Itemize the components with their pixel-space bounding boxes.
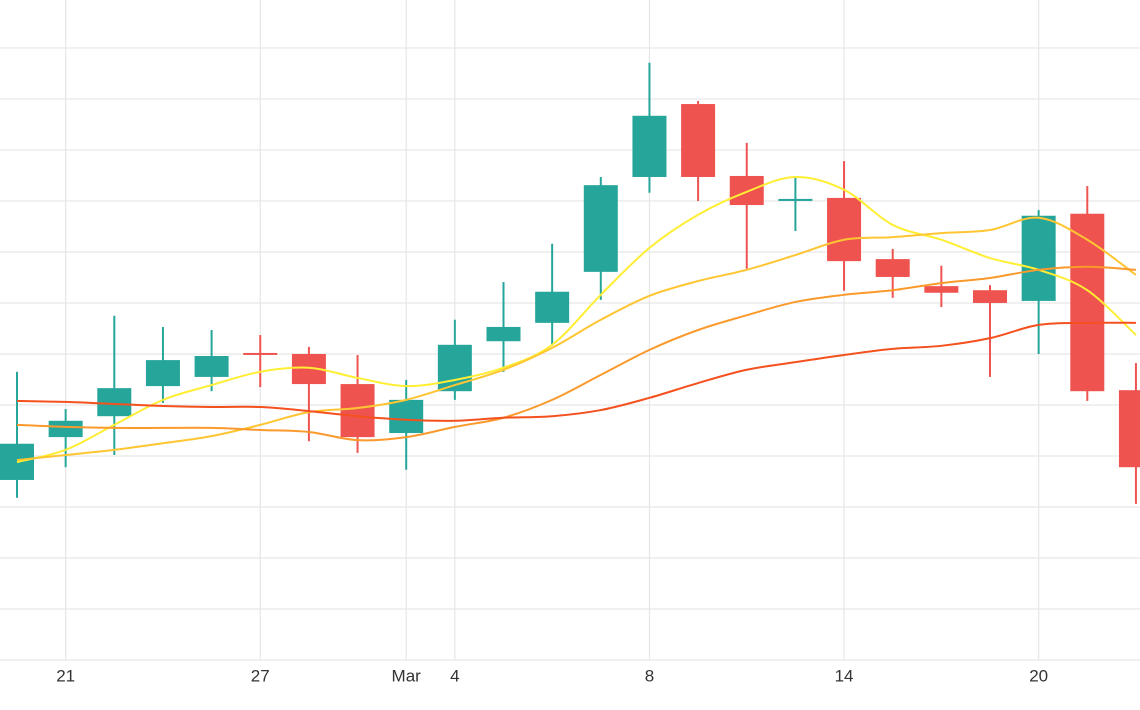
candle-body bbox=[97, 388, 132, 417]
candle-body bbox=[437, 344, 472, 392]
candle-body bbox=[973, 290, 1007, 303]
candle-body bbox=[681, 104, 716, 177]
x-tick-label: 27 bbox=[251, 666, 270, 685]
x-tick-label: 21 bbox=[56, 666, 75, 685]
candle-body bbox=[729, 175, 764, 206]
x-tick-label: Mar bbox=[392, 666, 422, 685]
candle-body bbox=[535, 291, 570, 323]
moving-average-line bbox=[16, 175, 1137, 464]
candle-body bbox=[145, 360, 180, 387]
moving-average-line bbox=[16, 265, 1137, 442]
moving-average-line bbox=[16, 321, 1136, 422]
candle-body bbox=[48, 420, 83, 438]
candle-body bbox=[875, 259, 910, 277]
candle-body bbox=[924, 286, 959, 293]
candle-body bbox=[632, 115, 667, 177]
candle-body bbox=[389, 399, 424, 434]
x-tick-label: 20 bbox=[1029, 666, 1048, 685]
x-tick-label: 8 bbox=[645, 666, 654, 685]
x-tick-label: 14 bbox=[835, 666, 854, 685]
candle-body bbox=[778, 198, 813, 201]
candle-body bbox=[340, 384, 375, 438]
candle-body bbox=[1118, 390, 1140, 468]
candle-body bbox=[827, 197, 862, 262]
moving-average-line bbox=[16, 216, 1137, 462]
candle-body bbox=[243, 352, 278, 355]
candle-body bbox=[1070, 213, 1105, 392]
candle-body bbox=[583, 185, 618, 272]
x-tick-label: 4 bbox=[450, 666, 459, 685]
candle-body bbox=[1021, 215, 1056, 301]
candle-body bbox=[486, 326, 521, 342]
candle-body bbox=[194, 356, 229, 377]
